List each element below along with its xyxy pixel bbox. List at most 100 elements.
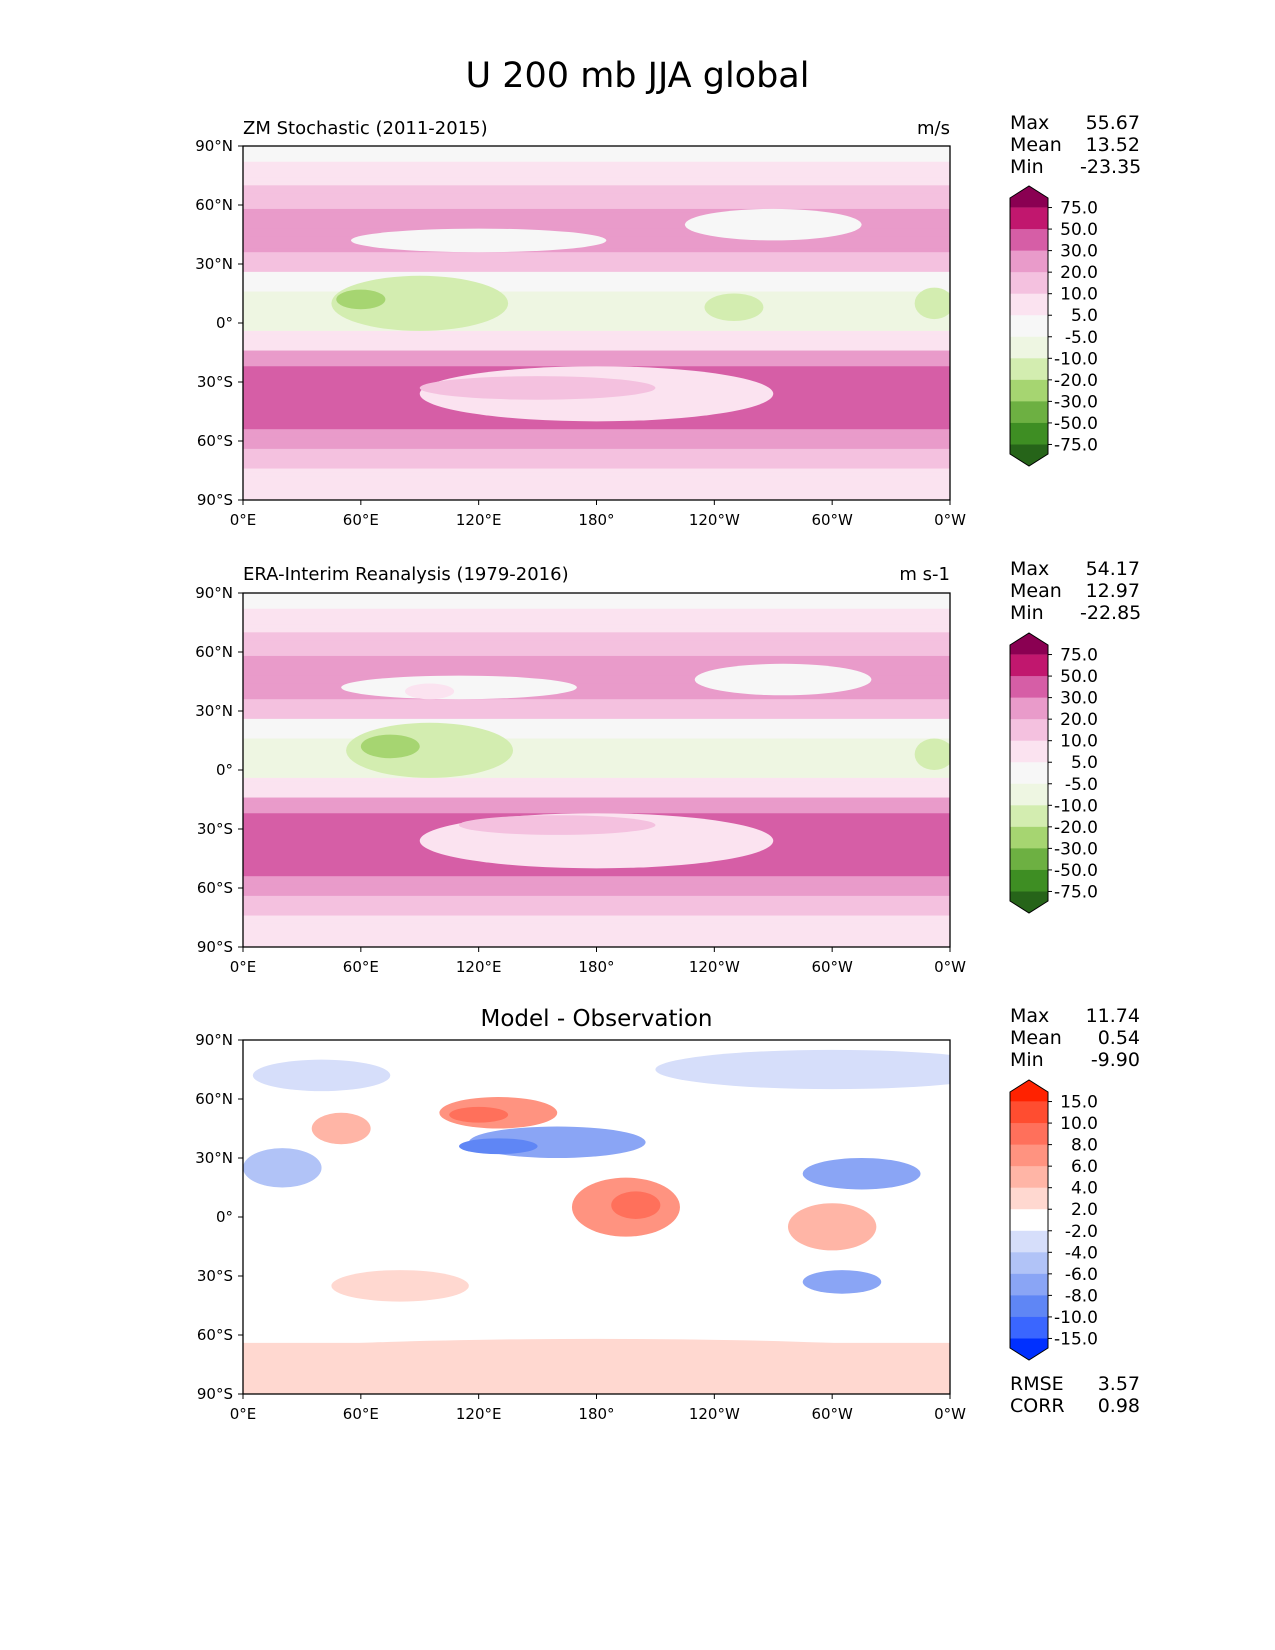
contour-region [351, 228, 607, 253]
x-tick-label: 60°W [811, 511, 853, 529]
zonal-band [243, 161, 950, 167]
zonal-band [243, 1040, 950, 1045]
zonal-band [243, 311, 950, 316]
stat-label: Max [1010, 112, 1050, 134]
x-tick-label: 0°E [230, 1405, 257, 1423]
zonal-band [243, 315, 950, 320]
stat-label: Mean [1010, 134, 1062, 156]
colorbar-segment [1010, 783, 1048, 806]
zonal-band [243, 608, 950, 614]
zonal-band [243, 1106, 950, 1112]
zonal-band [243, 758, 950, 763]
zonal-band [243, 429, 950, 434]
zonal-band [243, 1043, 950, 1049]
zonal-band [243, 915, 950, 921]
panel1-title: ZM Stochastic (2011-2015) [243, 118, 488, 139]
zonal-band [243, 777, 950, 783]
y-tick-label: 90°S [197, 938, 233, 956]
zonal-band [243, 256, 950, 261]
colorbar-segment [1010, 444, 1048, 466]
colorbar-tick-label: 50.0 [1060, 667, 1098, 687]
y-tick-label: 0° [216, 761, 233, 779]
contour-region [459, 815, 656, 835]
stat-row: CORR 0.98 [1010, 1395, 1140, 1417]
zonal-band [243, 593, 950, 598]
zonal-band [243, 323, 950, 328]
zonal-band [243, 880, 950, 885]
zonal-band [243, 1079, 950, 1084]
colorbar-tick-label: -10.0 [1054, 349, 1098, 369]
x-tick-label: 0°W [934, 511, 966, 529]
zonal-band [243, 1279, 950, 1285]
zonal-band [243, 260, 950, 265]
zonal-band [243, 1158, 950, 1163]
zonal-band [243, 1327, 950, 1332]
zonal-band [243, 600, 950, 606]
zonal-band [243, 703, 950, 708]
zonal-band [243, 655, 950, 661]
colorbar-tick-label: 30.0 [1060, 242, 1098, 262]
zonal-band [243, 1083, 950, 1088]
zonal-band [243, 1047, 950, 1053]
zonal-band [243, 919, 950, 924]
zonal-band [243, 1063, 950, 1069]
panel2-title: ERA-Interim Reanalysis (1979-2016) [243, 564, 569, 585]
map-panel-2: 0°E 60°E 120°E 180° 120°W 60°W 0°W 90°N 60°N 30°N… [195, 584, 1098, 976]
zonal-band [243, 1071, 950, 1076]
colorbar-tick-label: 2.0 [1071, 1200, 1098, 1220]
colorbar-segment [1010, 1273, 1048, 1296]
colorbar-tick-label: -50.0 [1054, 861, 1098, 881]
colorbar-segment [1010, 186, 1048, 208]
zonal-band [243, 1102, 950, 1108]
zonal-band [243, 330, 950, 336]
y-tick-label: 90°N [195, 584, 233, 602]
zonal-band [243, 193, 950, 198]
zonal-band [243, 1087, 950, 1092]
colorbar-segment [1010, 1252, 1048, 1275]
zonal-band [243, 441, 950, 446]
zonal-band [243, 797, 950, 803]
colorbar-tick-label: 75.0 [1060, 646, 1098, 666]
colorbar-segment [1010, 379, 1048, 402]
zonal-band [243, 640, 950, 645]
colorbar-tick-label: -30.0 [1054, 392, 1098, 412]
stat-value: 12.97 [1085, 580, 1140, 602]
zonal-band [243, 884, 950, 889]
zonal-band [243, 1173, 950, 1179]
stat-value: 13.52 [1085, 134, 1140, 156]
colorbar-tick-label: 20.0 [1060, 710, 1098, 730]
zonal-band [243, 287, 950, 293]
zonal-band [243, 480, 950, 485]
zonal-band [243, 342, 950, 348]
zonal-band [243, 468, 950, 474]
panel2-units: m s-1 [899, 564, 950, 585]
zonal-band [243, 620, 950, 626]
y-tick-label: 30°N [195, 702, 233, 720]
zonal-band [243, 267, 950, 273]
colorbar-1: 75.050.030.020.010.05.0-5.0-10.0-20.0-30… [1009, 185, 1098, 467]
zonal-band [243, 149, 950, 155]
x-tick-label: 60°E [343, 958, 379, 976]
zonal-band [243, 1319, 950, 1324]
zonal-band [243, 872, 950, 877]
zonal-band [243, 326, 950, 332]
zonal-band [243, 307, 950, 312]
zonal-band [243, 146, 950, 151]
zonal-band [243, 888, 950, 893]
zonal-band [243, 169, 950, 175]
colorbar-segment [1010, 1123, 1048, 1146]
zonal-band [243, 742, 950, 747]
zonal-band [243, 362, 950, 367]
colorbar-segment [1010, 826, 1048, 849]
zonal-band [243, 464, 950, 470]
contour-region [311, 1112, 371, 1145]
map-panel-3: 0°E 60°E 120°E 180° 120°W 60°W 0°W 90°N 60°N 30°N… [195, 1031, 1098, 1423]
x-tick-label: 60°W [811, 958, 853, 976]
x-tick-label: 120°E [456, 958, 502, 976]
zonal-band [243, 624, 950, 629]
zonal-band [243, 1335, 950, 1340]
zonal-band [243, 927, 950, 932]
zonal-band [243, 1256, 950, 1261]
contour-region [802, 1158, 921, 1190]
zonal-band [243, 632, 950, 637]
